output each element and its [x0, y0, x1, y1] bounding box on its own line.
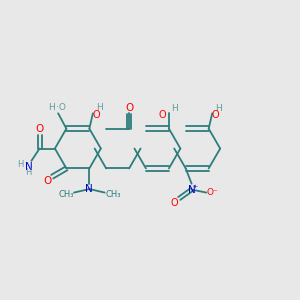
Text: H: H [25, 168, 32, 177]
Text: O: O [125, 103, 133, 113]
Text: O: O [171, 198, 178, 208]
Text: H: H [96, 103, 103, 112]
Text: O: O [92, 110, 100, 119]
Text: H: H [171, 103, 178, 112]
Text: N: N [188, 184, 196, 195]
Text: H: H [17, 160, 24, 169]
Text: +: + [193, 184, 198, 189]
Text: O⁻: O⁻ [207, 188, 219, 197]
Text: CH₃: CH₃ [105, 190, 121, 199]
Text: O: O [211, 110, 219, 120]
Text: H: H [216, 103, 222, 112]
Text: O: O [35, 124, 44, 134]
Text: N: N [25, 162, 32, 172]
Text: CH₃: CH₃ [58, 190, 74, 199]
Text: N: N [85, 184, 93, 194]
Text: ·O: ·O [56, 103, 66, 112]
Text: O: O [43, 176, 51, 186]
Text: O: O [159, 110, 166, 119]
Text: H: H [48, 103, 54, 112]
